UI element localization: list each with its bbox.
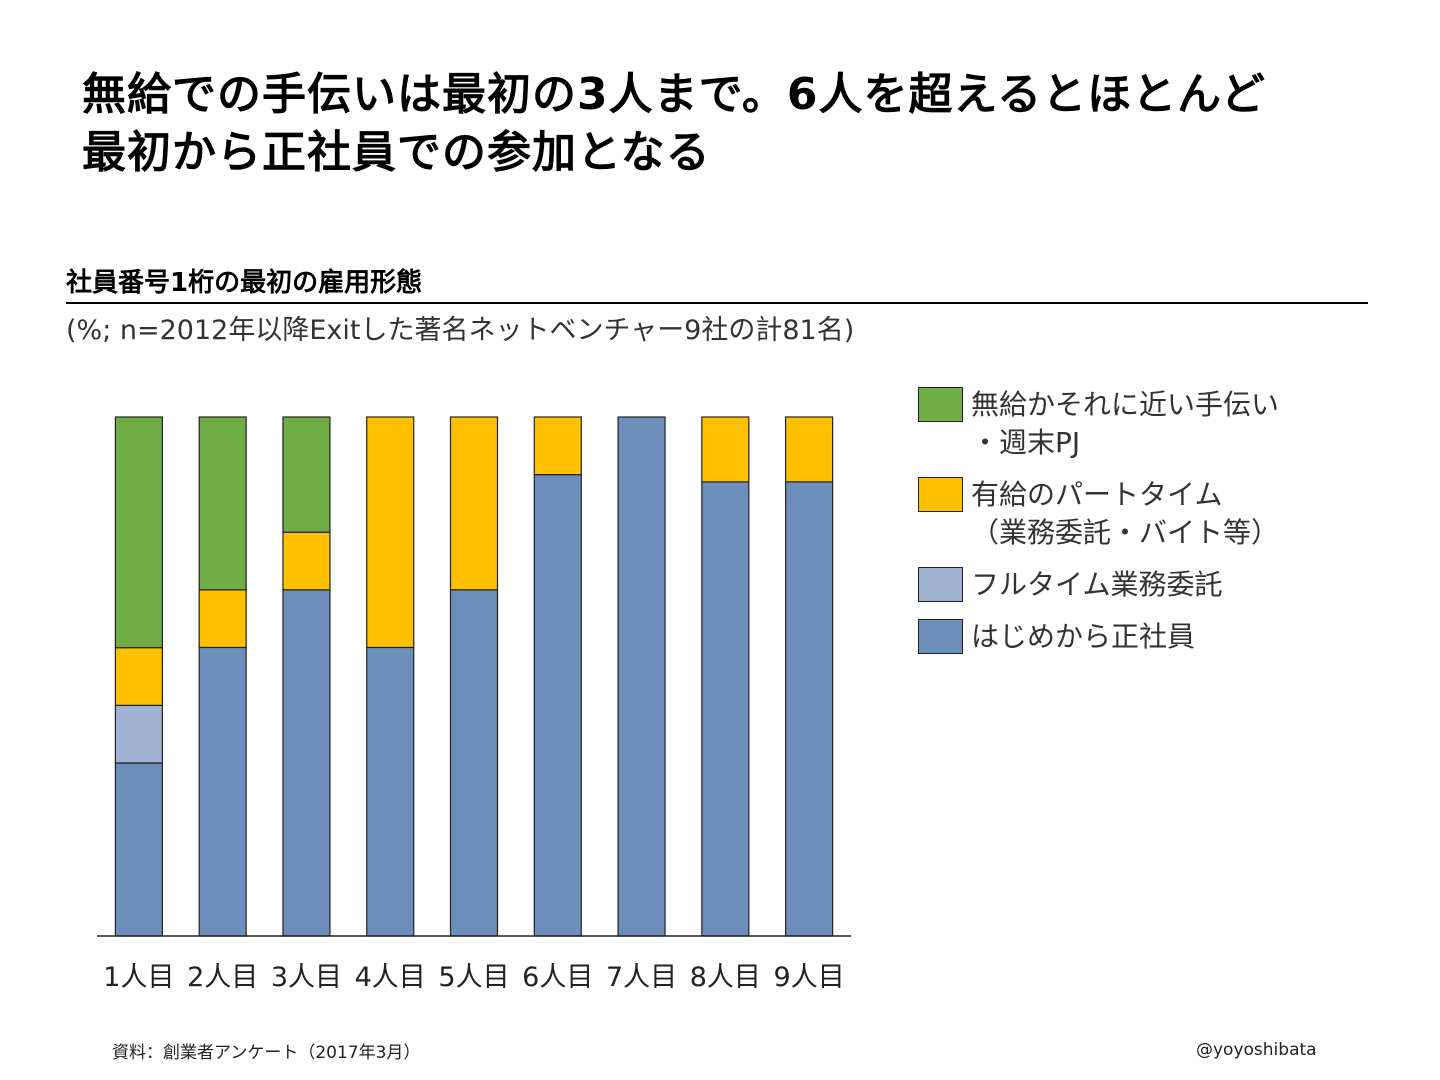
legend-item: 有給のパートタイム （業務委託・バイト等） — [918, 476, 1279, 552]
legend-item: はじめから正社員 — [918, 618, 1279, 656]
x-tick-label: 2人目 — [187, 962, 258, 993]
legend: 無給かそれに近い手伝い ・週末PJ 有給のパートタイム （業務委託・バイト等） フル… — [918, 386, 1279, 670]
legend-swatch — [918, 477, 963, 512]
x-tick-label: 6人目 — [522, 962, 593, 993]
bar-segment-6-series-0 — [533, 474, 582, 937]
bar-segment-4-series-0 — [366, 646, 415, 937]
legend-label: 有給のパートタイム （業務委託・バイト等） — [971, 478, 1280, 549]
x-tick-label: 1人目 — [103, 962, 174, 993]
bar-segment-6-series-2 — [533, 416, 582, 476]
bar-segment-2-series-2 — [198, 589, 247, 649]
bar-segment-7-series-0 — [617, 416, 666, 937]
bar-segment-8-series-2 — [701, 416, 750, 483]
bar-segment-5-series-0 — [449, 589, 499, 937]
chart-note: (%; n=2012年以降Exitした著名ネットベンチャー9社の計81名) — [66, 315, 855, 346]
bar-segment-9-series-0 — [785, 481, 834, 937]
author-handle: @yoyoshibata — [1196, 1040, 1317, 1060]
legend-swatch — [918, 387, 963, 422]
legend-swatch — [918, 567, 963, 602]
legend-label: 無給かそれに近い手伝い ・週末PJ — [971, 388, 1280, 459]
bar-segment-3-series-3 — [282, 416, 331, 533]
legend-label: はじめから正社員 — [971, 620, 1196, 653]
bar-segment-2-series-3 — [198, 416, 247, 591]
bar-segment-9-series-2 — [785, 416, 834, 483]
legend-label: フルタイム業務委託 — [971, 568, 1223, 601]
chart-subtitle: 社員番号1桁の最初の雇用形態 — [66, 268, 423, 298]
x-tick-label: 7人目 — [606, 962, 677, 993]
bar-segment-2-series-0 — [198, 646, 247, 937]
title-line-2: 最初から正社員での参加となる — [82, 127, 711, 178]
bar-segment-1-series-3 — [114, 416, 163, 649]
x-tick-label: 8人目 — [690, 962, 761, 993]
page-title: 無給での手伝いは最初の3人まで。6人を超えるとほとんど 最初から正社員での参加と… — [82, 66, 1266, 182]
title-line-1: 無給での手伝いは最初の3人まで。6人を超えるとほとんど — [82, 69, 1266, 120]
bar-segment-3-series-2 — [282, 531, 331, 591]
legend-item: フルタイム業務委託 — [918, 566, 1279, 604]
x-tick-label: 4人目 — [355, 962, 426, 993]
bar-segment-1-series-1 — [114, 704, 163, 764]
bar-segment-3-series-0 — [282, 589, 331, 937]
x-tick-label: 3人目 — [271, 962, 342, 993]
bar-segment-8-series-0 — [701, 481, 750, 937]
bar-segment-1-series-0 — [114, 762, 163, 937]
bar-segment-1-series-2 — [114, 647, 163, 706]
legend-swatch — [918, 619, 963, 654]
x-tick-label: 5人目 — [438, 962, 509, 993]
source-note: 資料：創業者アンケート（2017年3月） — [112, 1043, 421, 1063]
divider — [66, 302, 1368, 304]
bar-segment-5-series-2 — [449, 416, 499, 591]
bar-segment-4-series-2 — [366, 416, 415, 649]
legend-item: 無給かそれに近い手伝い ・週末PJ — [918, 386, 1279, 462]
x-tick-label: 9人目 — [774, 962, 845, 993]
